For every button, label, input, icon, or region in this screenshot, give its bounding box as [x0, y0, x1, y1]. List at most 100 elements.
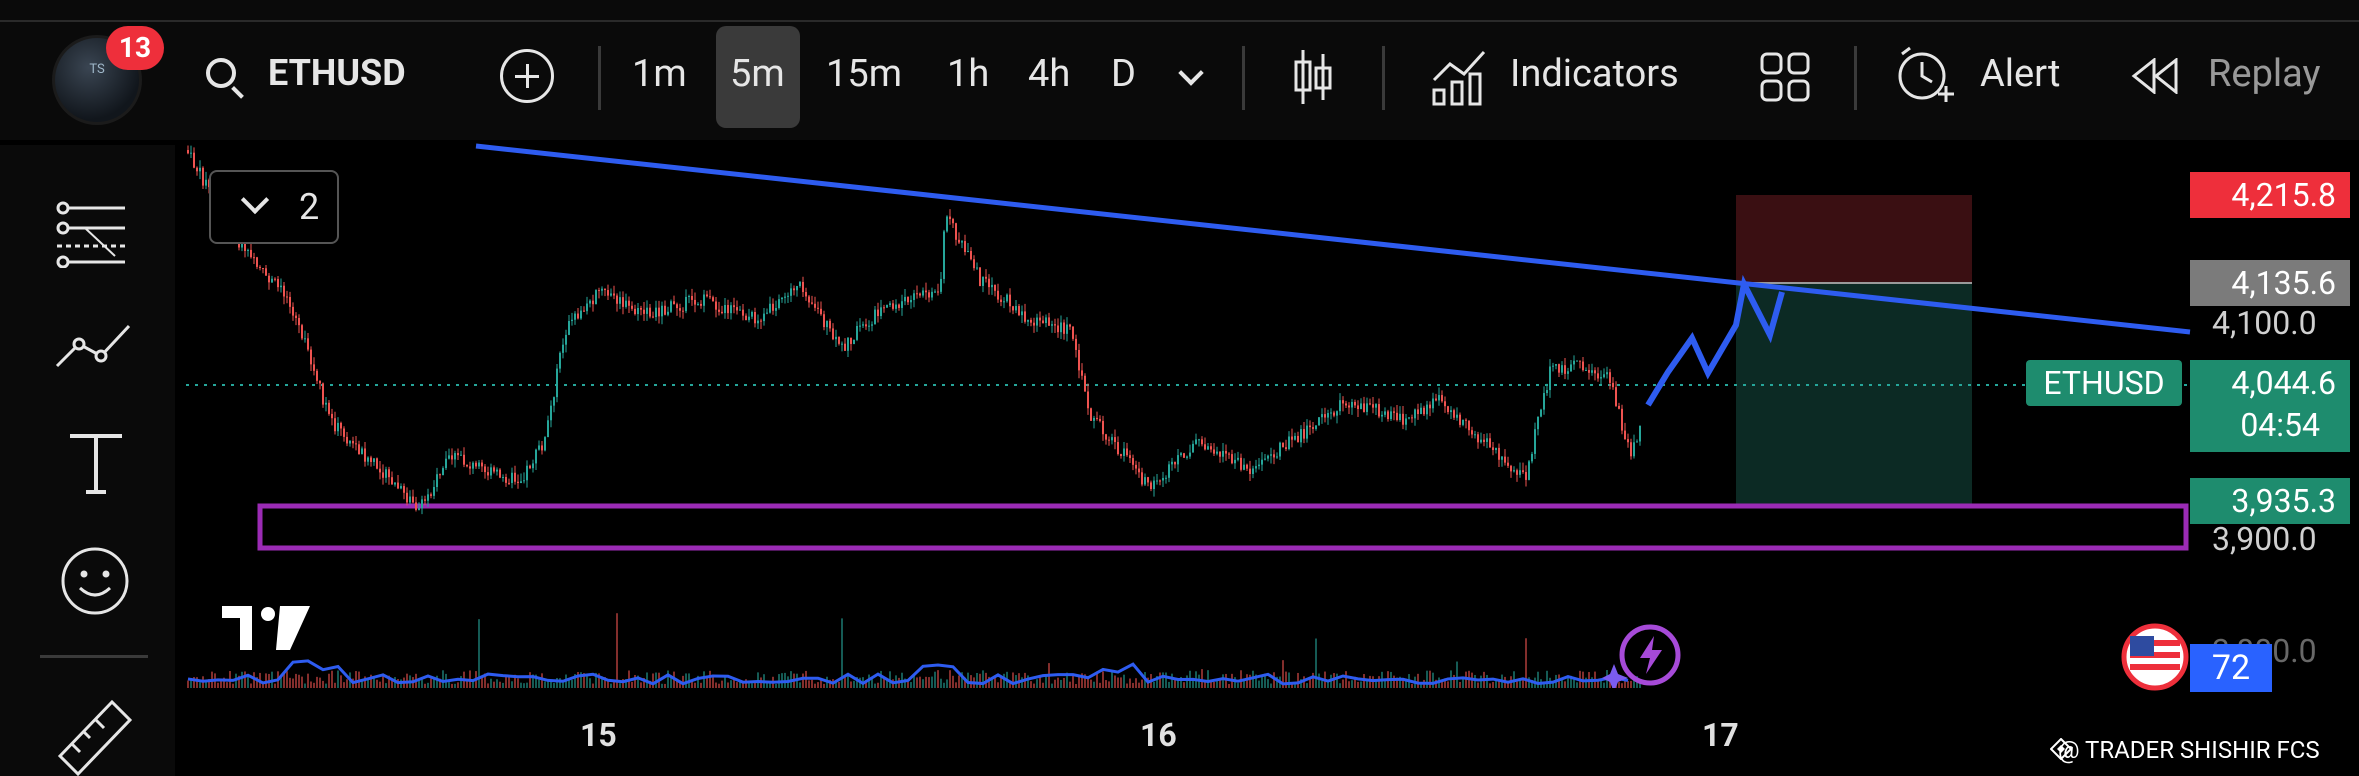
- candle-body: [514, 472, 516, 482]
- fib-retracement-icon[interactable]: [55, 200, 127, 268]
- volume-bar: [286, 671, 288, 688]
- volume-bar: [961, 672, 963, 688]
- candle-body: [322, 383, 324, 405]
- volume-bar: [1114, 675, 1116, 688]
- search-icon[interactable]: [206, 58, 236, 88]
- candle-body: [1504, 456, 1506, 463]
- candle-body: [1027, 319, 1029, 322]
- timeframe-15m[interactable]: 15m: [826, 52, 903, 96]
- volume-bar: [964, 677, 966, 688]
- alert-clock-icon[interactable]: [1894, 46, 1958, 110]
- volume-bar: [1090, 679, 1092, 688]
- indicator-collapse-button[interactable]: 2: [209, 170, 339, 244]
- volume-bar: [364, 676, 366, 688]
- ruler-measure-icon[interactable]: [56, 694, 134, 776]
- volume-bar: [877, 682, 879, 688]
- volume-bar: [367, 679, 369, 688]
- candle-body: [1378, 404, 1380, 417]
- volume-bar: [1576, 682, 1578, 688]
- symbol-search-button[interactable]: ETHUSD: [268, 52, 406, 94]
- volume-bar: [1360, 681, 1362, 688]
- add-symbol-button[interactable]: [500, 49, 554, 103]
- volume-bar: [514, 674, 516, 688]
- candle-body: [1597, 373, 1599, 379]
- volume-bar: [1096, 671, 1098, 688]
- timeframe-D[interactable]: D: [1111, 52, 1136, 96]
- volume-bar: [1270, 683, 1272, 688]
- candle-body: [475, 462, 477, 467]
- volume-bar: [1441, 679, 1443, 688]
- rewind-icon[interactable]: [2130, 58, 2180, 94]
- volume-bar: [1570, 675, 1572, 688]
- volume-bar: [991, 678, 993, 688]
- candle-body: [763, 313, 765, 322]
- timeframe-4h[interactable]: 4h: [1028, 52, 1071, 96]
- volume-bar: [1225, 673, 1227, 688]
- candle-body: [457, 453, 459, 456]
- candle-body: [907, 296, 909, 303]
- volume-bar: [808, 680, 810, 688]
- volume-bar: [928, 677, 930, 688]
- candle-body: [1390, 411, 1392, 420]
- candle-body: [817, 307, 819, 309]
- volume-bar: [943, 682, 945, 688]
- candle-body: [346, 436, 348, 444]
- indicators-icon[interactable]: [1430, 46, 1488, 106]
- candle-body: [1336, 411, 1338, 416]
- volume-bar: [637, 675, 639, 688]
- volume-bar: [1372, 676, 1374, 688]
- volume-bar: [502, 682, 504, 688]
- price-axis-tick: 3,900.0: [2212, 520, 2317, 558]
- candle-body: [931, 291, 933, 298]
- volume-bar: [1351, 680, 1353, 688]
- candle-body: [1396, 412, 1398, 421]
- emoji-icon[interactable]: [58, 544, 132, 618]
- candle-body: [1624, 430, 1626, 440]
- replay-button[interactable]: Replay: [2208, 52, 2321, 96]
- candle-body: [1231, 454, 1233, 464]
- candle-body: [1456, 414, 1458, 418]
- us-flag-icon[interactable]: [2120, 622, 2190, 692]
- candle-body: [565, 334, 567, 345]
- volume-bar: [433, 678, 435, 688]
- volume-bar: [946, 679, 948, 688]
- candle-body: [1594, 370, 1596, 374]
- volume-bar: [1153, 681, 1155, 688]
- text-tool-icon[interactable]: [66, 432, 126, 496]
- candle-body: [244, 240, 246, 251]
- candlestick-chart-type-icon[interactable]: [1292, 48, 1334, 106]
- timeframe-1m[interactable]: 1m: [632, 52, 687, 96]
- candle-body: [622, 297, 624, 307]
- volume-bar: [511, 681, 513, 688]
- candle-body: [1252, 468, 1254, 474]
- candle-body: [1387, 411, 1389, 420]
- ai-lightning-icon[interactable]: [1602, 622, 1684, 688]
- indicators-button[interactable]: Indicators: [1510, 52, 1679, 96]
- candle-body: [1189, 452, 1191, 457]
- timeframe-1h[interactable]: 1h: [947, 52, 990, 96]
- candle-body: [1297, 435, 1299, 443]
- trendline-tool-icon[interactable]: [55, 322, 131, 372]
- candle-body: [1138, 468, 1140, 473]
- candle-body: [589, 300, 591, 304]
- volume-bar: [232, 683, 234, 688]
- candle-body: [592, 300, 594, 305]
- candle-body: [541, 445, 543, 451]
- volume-bar: [310, 681, 312, 688]
- candle-body: [1585, 369, 1587, 371]
- candle-body: [268, 275, 270, 283]
- candle-body: [1165, 477, 1167, 479]
- candle-body: [958, 239, 960, 243]
- volume-bar: [346, 679, 348, 688]
- volume-bar: [478, 619, 480, 688]
- candle-body: [667, 311, 669, 315]
- alert-button[interactable]: Alert: [1980, 52, 2061, 96]
- volume-bar: [1489, 683, 1491, 688]
- timeframe-5m[interactable]: 5m: [730, 52, 785, 96]
- volume-bar: [727, 682, 729, 688]
- candle-body: [376, 458, 378, 469]
- layouts-grid-icon[interactable]: [1760, 52, 1810, 102]
- volume-bar: [631, 681, 633, 688]
- volume-bar: [703, 671, 705, 688]
- candle-body: [1120, 454, 1122, 456]
